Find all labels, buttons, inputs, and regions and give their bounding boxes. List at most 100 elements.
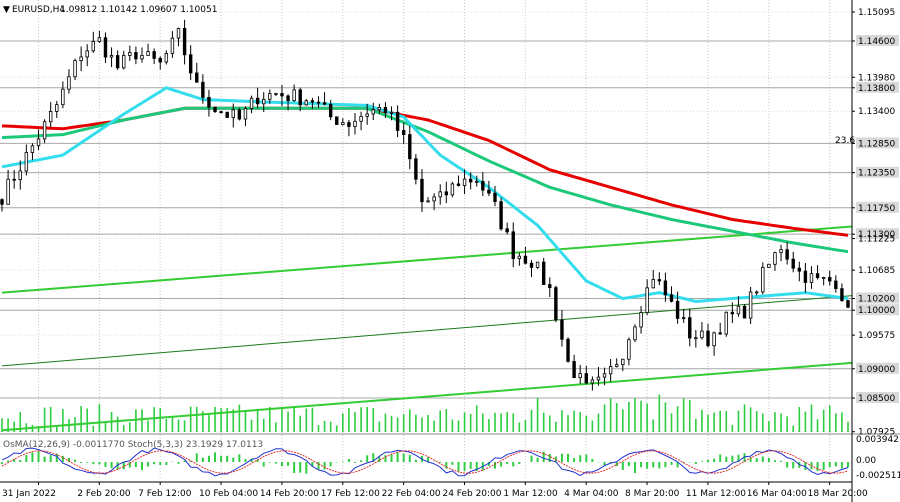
osma-bar: [7, 460, 10, 462]
indicator-tick-label: 0.00: [856, 456, 876, 466]
volume-bar: [92, 425, 95, 432]
candle-body: [341, 122, 345, 125]
volume-bar: [622, 409, 624, 432]
stoch-signal-line: [1, 450, 849, 474]
indicator-pane: [0, 433, 900, 477]
volume-bar: [19, 411, 22, 432]
volume-bar: [828, 405, 831, 432]
candle-body: [468, 178, 473, 183]
volume-bar: [451, 419, 454, 432]
osma-bar: [323, 462, 326, 470]
price-label-bg: [856, 166, 899, 178]
osma-bar: [822, 462, 825, 470]
candle-body: [748, 291, 753, 319]
candle-body: [280, 93, 284, 97]
candle-body: [322, 102, 327, 105]
volume-bar: [323, 420, 326, 432]
price-tick-label: 1.11300: [858, 230, 895, 240]
osma-bar: [506, 462, 509, 465]
candle-body: [761, 267, 765, 293]
volume-bar: [634, 398, 636, 432]
candle-body: [694, 337, 698, 340]
volume-bar: [646, 403, 648, 432]
candle-body: [681, 317, 686, 320]
osma-bar: [834, 462, 837, 467]
candle-body: [797, 267, 802, 272]
trend-lines: [1, 225, 853, 432]
chart-header: ▼ EURUSD,H4 1.09812 1.10142 1.09607 1.10…: [3, 5, 217, 15]
candle-body: [85, 50, 89, 58]
price-tick-label: 1.13800: [858, 84, 895, 94]
volume-bar: [512, 413, 515, 432]
header-triangle-icon[interactable]: ▼: [3, 5, 10, 15]
osma-bar: [780, 460, 783, 462]
candle-body: [420, 178, 424, 203]
time-tick-label: 24 Feb 20:00: [442, 489, 501, 499]
osma-bar: [183, 460, 186, 462]
trend-line: [1, 361, 853, 432]
volume-bar: [536, 397, 539, 432]
price-tick-label: 1.09000: [858, 365, 895, 375]
volume-bar: [719, 410, 721, 432]
candle-body: [170, 37, 175, 54]
candle-body: [511, 231, 515, 260]
volume-bar: [281, 407, 283, 432]
osma-bar: [299, 462, 302, 473]
volume-bar: [749, 407, 752, 432]
volume-bar: [433, 420, 435, 432]
osma-bar: [305, 462, 308, 474]
trend-line: [1, 225, 853, 294]
price-tick-label: 1.08500: [858, 394, 895, 404]
candle-body: [627, 339, 631, 360]
candle-body: [700, 330, 704, 339]
candle-body: [304, 100, 309, 106]
candle-body: [736, 305, 741, 315]
candle-body: [268, 93, 272, 100]
candle-body: [365, 113, 369, 117]
candle-body: [182, 28, 187, 56]
osma-bar: [427, 457, 430, 462]
volume-bar: [658, 394, 661, 432]
osma-bar: [31, 452, 34, 462]
volume-bar: [171, 415, 174, 432]
osma-bar: [567, 453, 570, 462]
price-label-bg: [856, 392, 899, 404]
osma-bar: [609, 462, 612, 463]
osma-bar: [591, 458, 594, 462]
osma-bar: [19, 460, 22, 462]
volume-bar: [183, 420, 186, 432]
osma-bar: [238, 454, 241, 462]
candle-body: [688, 317, 692, 339]
candle-body: [578, 373, 582, 379]
volume-bar: [317, 425, 320, 432]
osma-bar: [743, 453, 746, 462]
candle-body: [48, 111, 53, 123]
volume-bar: [1, 418, 3, 432]
osma-bar: [390, 454, 393, 462]
price-tick-label: 1.07925: [858, 428, 895, 438]
volume-bar: [43, 407, 46, 432]
volume-bar: [688, 399, 691, 432]
volume-bar: [384, 413, 387, 432]
time-tick-label: 22 Feb 04:00: [382, 489, 441, 499]
volume-bar: [311, 407, 314, 432]
volume-bar: [129, 422, 131, 432]
candle-body: [645, 287, 649, 313]
volume-bar: [725, 411, 728, 432]
candle-body: [213, 106, 217, 113]
price-label-bg: [856, 228, 899, 240]
volume-bar: [701, 409, 703, 432]
candle-body: [231, 109, 235, 118]
candle-body: [499, 201, 503, 230]
time-tick-label: 31 Jan 2022: [2, 489, 56, 499]
candle-body: [828, 277, 832, 282]
volume-bar: [731, 424, 734, 432]
volume-bar: [256, 410, 259, 432]
candle-body: [450, 183, 455, 196]
price-tick-label: 1.13400: [858, 107, 895, 117]
osma-bar: [816, 462, 819, 472]
volume-bar: [542, 412, 545, 432]
price-tick-label: 1.11225: [858, 235, 895, 245]
